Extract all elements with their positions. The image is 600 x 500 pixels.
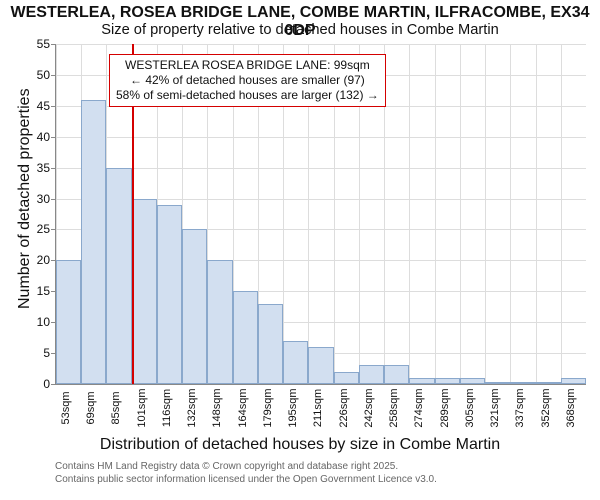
y-axis-label: Number of detached properties (16, 88, 34, 309)
histogram-bar (233, 291, 258, 384)
plot-area: 051015202530354045505553sqm69sqm85sqm101… (55, 44, 586, 385)
x-tick-label: 368sqm (561, 388, 577, 427)
histogram-bar (182, 229, 207, 384)
x-tick-label: 352sqm (536, 388, 552, 427)
gridline-v (460, 44, 461, 384)
x-tick-label: 337sqm (510, 388, 526, 427)
histogram-bar (207, 260, 232, 384)
gridline-v (409, 44, 410, 384)
gridline-v (536, 44, 537, 384)
x-tick-label: 116sqm (157, 389, 173, 427)
histogram-bar (56, 260, 81, 384)
gridline-v (485, 44, 486, 384)
x-tick-label: 164sqm (233, 388, 249, 427)
histogram-bar (485, 382, 510, 384)
x-tick-label: 195sqm (283, 388, 299, 427)
gridline-h (56, 44, 586, 45)
x-tick-label: 226sqm (334, 388, 350, 427)
histogram-bar (510, 382, 535, 384)
footnote-line1: Contains HM Land Registry data © Crown c… (55, 460, 437, 473)
histogram-bar (384, 365, 409, 384)
histogram-bar (157, 205, 182, 384)
x-tick-label: 53sqm (56, 391, 72, 424)
annotation-box: WESTERLEA ROSEA BRIDGE LANE: 99sqm ← 42%… (109, 54, 386, 107)
gridline-v (435, 44, 436, 384)
chart-container: WESTERLEA, ROSEA BRIDGE LANE, COMBE MART… (0, 0, 600, 500)
histogram-bar (258, 304, 283, 384)
x-tick-label: 274sqm (409, 388, 425, 427)
histogram-bar (561, 378, 586, 384)
histogram-bar (106, 168, 131, 384)
histogram-bar (536, 382, 561, 384)
histogram-bar (359, 365, 384, 384)
histogram-bar (334, 372, 359, 384)
annotation-line2: ← 42% of detached houses are smaller (97… (116, 73, 379, 88)
x-tick-label: 132sqm (182, 388, 198, 427)
footnote-line2: Contains public sector information licen… (55, 473, 437, 486)
x-tick-label: 69sqm (81, 391, 97, 424)
y-tick-mark (51, 384, 56, 385)
x-tick-label: 211sqm (308, 389, 324, 427)
histogram-bar (81, 100, 106, 384)
annotation-line3: 58% of semi-detached houses are larger (… (116, 88, 379, 103)
x-tick-label: 305sqm (460, 388, 476, 427)
x-tick-label: 242sqm (359, 388, 375, 427)
gridline-v (510, 44, 511, 384)
gridline-v (561, 44, 562, 384)
annotation-line1: WESTERLEA ROSEA BRIDGE LANE: 99sqm (116, 58, 379, 73)
histogram-bar (460, 378, 485, 384)
histogram-bar (409, 378, 434, 384)
x-tick-label: 289sqm (435, 388, 451, 427)
x-tick-label: 321sqm (485, 388, 501, 427)
x-tick-label: 258sqm (384, 388, 400, 427)
histogram-bar (435, 378, 460, 384)
gridline-h (56, 168, 586, 169)
x-tick-label: 179sqm (258, 388, 274, 427)
x-tick-label: 148sqm (207, 388, 223, 427)
histogram-bar (308, 347, 333, 384)
chart-subtitle: Size of property relative to detached ho… (0, 22, 600, 38)
footnote: Contains HM Land Registry data © Crown c… (55, 460, 437, 486)
x-axis-label: Distribution of detached houses by size … (0, 436, 600, 454)
x-tick-label: 101sqm (132, 388, 148, 427)
histogram-bar (283, 341, 308, 384)
histogram-bar (132, 199, 157, 384)
x-tick-label: 85sqm (106, 391, 122, 424)
gridline-h (56, 137, 586, 138)
